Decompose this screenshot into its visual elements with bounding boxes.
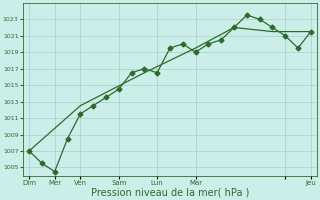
X-axis label: Pression niveau de la mer( hPa ): Pression niveau de la mer( hPa ): [91, 187, 249, 197]
